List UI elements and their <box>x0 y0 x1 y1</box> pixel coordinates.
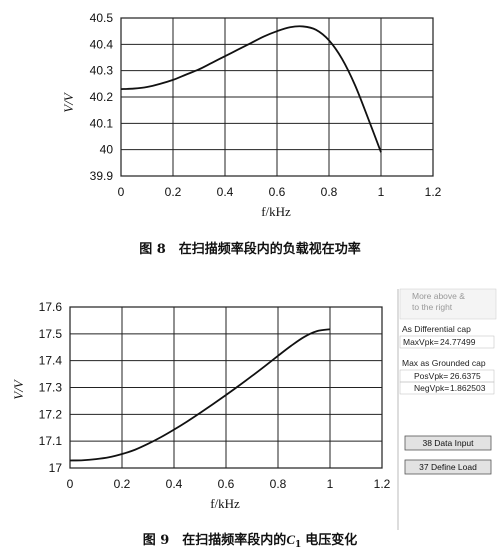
c2-y-tick-label: 17.2 <box>39 407 63 421</box>
data-input-button[interactable]: 38 Data Input <box>404 435 492 451</box>
c2-x-tick-label: 0 <box>67 477 74 491</box>
c1-y-tick-label: 39.9 <box>90 169 114 183</box>
max-vpk-value: 24.77499 <box>440 337 476 347</box>
c2-y-tick-label: 17 <box>49 461 63 475</box>
c2-x-tick-label: 1 <box>327 477 334 491</box>
chart-1-caption: 图 8 在扫描频率段内的负载视在功率 <box>139 241 361 257</box>
chart-2-x-ticks: 0 0.2 0.4 0.6 0.8 1 1.2 <box>67 477 391 491</box>
define-load-button-label: 37 Define Load <box>419 462 477 472</box>
chart-2-x-axis-label: f/kHz <box>210 496 240 511</box>
define-load-button[interactable]: 37 Define Load <box>404 459 492 475</box>
chart-1-x-ticks: 0 0.2 0.4 0.6 0.8 1 1.2 <box>118 185 442 199</box>
c2-y-tick-label: 17.6 <box>39 300 63 314</box>
chart-1-y-ticks: 39.9 40 40.1 40.2 40.3 40.4 40.5 <box>90 11 114 183</box>
differential-title: As Differential cap <box>402 324 471 334</box>
c2-y-tick-label: 17.5 <box>39 327 63 341</box>
chart-2-caption: 图 9 在扫描频率段内的C1 电压变化 <box>143 532 358 550</box>
pos-vpk-value: 26.6375 <box>450 371 481 381</box>
chart-1-y-axis-label: V/V <box>61 91 76 113</box>
c1-y-tick-label: 40.5 <box>90 11 114 25</box>
c1-x-tick-label: 0 <box>118 185 125 199</box>
c1-x-tick-label: 0.2 <box>165 185 182 199</box>
c2-x-tick-label: 1.2 <box>374 477 391 491</box>
c2-y-tick-label: 17.3 <box>39 381 63 395</box>
chart-1-series-line <box>120 25 382 153</box>
pos-vpk-label: PosVpk= <box>414 371 448 381</box>
side-note-line-2: to the right <box>412 302 453 312</box>
chart-2-y-axis-label: V/V <box>11 378 26 400</box>
data-input-button-label: 38 Data Input <box>422 438 474 448</box>
c2-x-tick-label: 0.4 <box>166 477 183 491</box>
c1-y-tick-label: 40.1 <box>90 116 114 130</box>
c1-y-tick-label: 40.2 <box>90 90 114 104</box>
chart-2-grid <box>69 306 383 469</box>
c1-y-tick-label: 40 <box>100 143 114 157</box>
c2-x-tick-label: 0.6 <box>218 477 235 491</box>
c1-x-tick-label: 0.6 <box>269 185 286 199</box>
chart-2: 17 17.1 17.2 17.3 17.4 17.5 17.6 0 0.2 0.4 0.6 0.8… <box>11 300 391 550</box>
c2-x-tick-label: 0.2 <box>114 477 131 491</box>
c2-y-tick-label: 17.1 <box>39 434 63 448</box>
grounded-title: Max as Grounded cap <box>402 358 486 368</box>
neg-vpk-value: 1.862503 <box>450 383 486 393</box>
side-note-line-1: More above & <box>412 291 465 301</box>
c2-x-tick-label: 0.8 <box>270 477 287 491</box>
chart-2-y-ticks: 17 17.1 17.2 17.3 17.4 17.5 17.6 <box>39 300 63 475</box>
chart-2-series-line <box>69 328 331 462</box>
max-vpk-label: MaxVpk= <box>403 337 439 347</box>
chart-1: 39.9 40 40.1 40.2 40.3 40.4 40.5 0 0.2 0.4 0.6 0.8… <box>61 11 442 257</box>
c1-x-tick-label: 1 <box>378 185 385 199</box>
neg-vpk-label: NegVpk= <box>414 383 449 393</box>
chart-1-grid <box>120 17 434 177</box>
c1-y-tick-label: 40.4 <box>90 37 114 51</box>
c1-y-tick-label: 40.3 <box>90 64 114 78</box>
c1-x-tick-label: 0.8 <box>321 185 338 199</box>
chart-1-x-axis-label: f/kHz <box>261 204 291 219</box>
c1-x-tick-label: 0.4 <box>217 185 234 199</box>
c1-x-tick-label: 1.2 <box>425 185 442 199</box>
side-panel: More above & to the right As Differentia… <box>397 288 497 530</box>
c2-y-tick-label: 17.4 <box>39 354 63 368</box>
